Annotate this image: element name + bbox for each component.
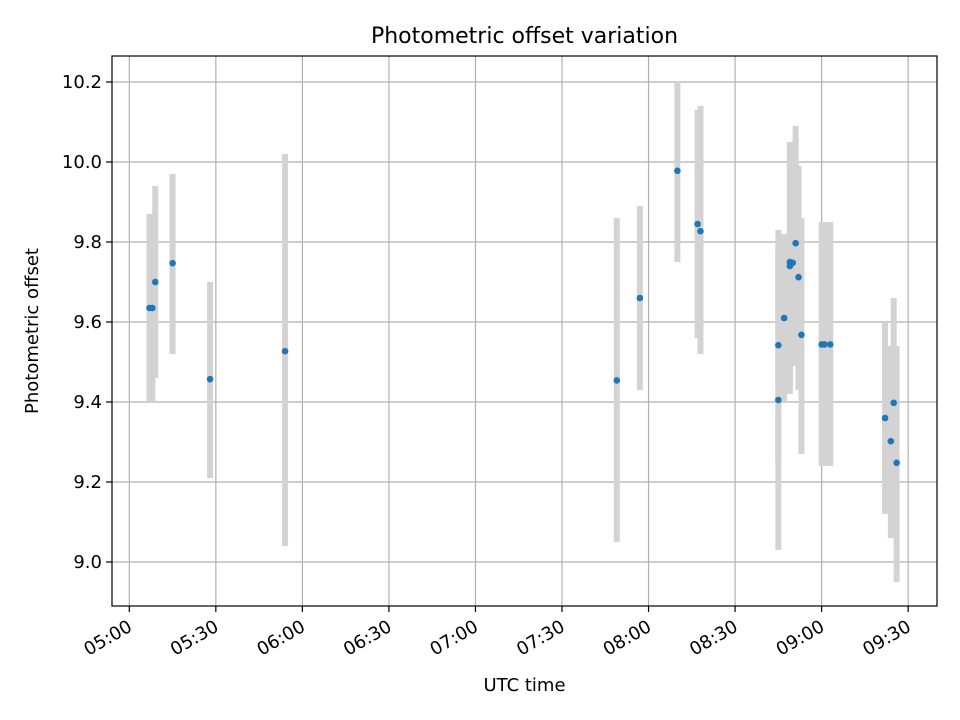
- x-axis-label: UTC time: [483, 675, 565, 696]
- data-point: [826, 341, 834, 348]
- y-tick-label: 9.0: [73, 552, 102, 573]
- data-points: [146, 167, 900, 467]
- data-point: [775, 341, 782, 349]
- data-point: [792, 239, 799, 247]
- data-point: [789, 259, 797, 267]
- y-tick-label: 9.8: [73, 232, 102, 253]
- data-point: [881, 414, 889, 422]
- y-axis-label: Photometric offset: [22, 248, 43, 414]
- data-point: [697, 227, 704, 235]
- y-axis: 9.0 9.2 9.4 9.6 9.8 10.0 10.2: [62, 72, 112, 573]
- data-point: [890, 399, 898, 407]
- data-point: [169, 259, 176, 267]
- y-tick-label: 9.4: [73, 392, 102, 413]
- data-point: [613, 377, 621, 384]
- data-point: [893, 459, 900, 467]
- data-point: [821, 341, 828, 348]
- y-tick-label: 9.6: [73, 312, 102, 333]
- data-point: [151, 278, 159, 286]
- data-point: [775, 396, 782, 404]
- y-tick-label: 10.2: [62, 72, 102, 93]
- y-tick-label: 9.2: [73, 472, 102, 493]
- data-point: [780, 314, 788, 322]
- data-point: [887, 437, 895, 445]
- data-point: [149, 304, 156, 312]
- data-point: [636, 294, 644, 302]
- data-point: [798, 331, 805, 339]
- data-point: [206, 375, 214, 383]
- data-point: [795, 273, 802, 281]
- data-point: [694, 220, 701, 228]
- data-point: [674, 167, 681, 175]
- chart-title: Photometric offset variation: [371, 24, 678, 49]
- y-tick-label: 10.0: [62, 152, 102, 173]
- data-point: [281, 347, 289, 355]
- plot-frame: [111, 55, 938, 607]
